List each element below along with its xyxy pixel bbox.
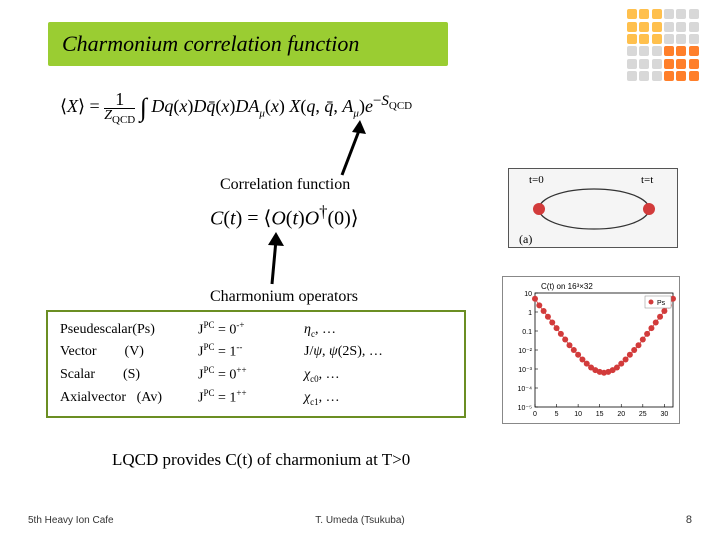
diagram-label-left: t=0 bbox=[529, 174, 544, 186]
correlation-label: Correlation function bbox=[220, 176, 350, 194]
svg-text:30: 30 bbox=[660, 411, 668, 418]
diagram-label-right: t=t bbox=[641, 174, 653, 186]
operators-label: Charmonium operators bbox=[210, 288, 358, 306]
svg-text:15: 15 bbox=[596, 411, 604, 418]
corner-dot-grid bbox=[626, 8, 700, 82]
op-state: ηc, … bbox=[304, 319, 454, 342]
op-state: χc1, … bbox=[304, 387, 454, 410]
svg-text:10⁻⁵: 10⁻⁵ bbox=[518, 405, 532, 412]
correlation-formula: C(t) = ⟨O(t)O†(0)⟩ bbox=[210, 202, 359, 231]
diagram-vertex-right bbox=[643, 203, 655, 215]
svg-text:1: 1 bbox=[528, 310, 532, 317]
svg-text:0.1: 0.1 bbox=[522, 329, 532, 336]
svg-text:Ps: Ps bbox=[657, 300, 666, 307]
svg-text:20: 20 bbox=[617, 411, 625, 418]
op-jpc: JPC = 1-- bbox=[198, 341, 304, 363]
svg-text:25: 25 bbox=[639, 411, 647, 418]
footer-right: 8 bbox=[686, 514, 692, 526]
footer-center: T. Umeda (Tsukuba) bbox=[315, 515, 404, 526]
op-name: Vector (V) bbox=[60, 341, 198, 363]
op-jpc: JPC = 0-+ bbox=[198, 319, 304, 342]
op-state: J/ψ, ψ(2S), … bbox=[304, 341, 454, 363]
svg-text:10⁻²: 10⁻² bbox=[518, 348, 532, 355]
correlation-chart: 10 1 0.1 10⁻² 10⁻³ 10⁻⁴ 10⁻⁵0 5 10 15 20 25 30 C(t) o… bbox=[502, 276, 680, 424]
svg-text:0: 0 bbox=[533, 411, 537, 418]
svg-text:C(t) on 16³×32: C(t) on 16³×32 bbox=[541, 282, 593, 291]
arrow-up-2 bbox=[258, 232, 290, 288]
diagram-caption: (a) bbox=[519, 232, 532, 246]
op-name: Pseudescalar(Ps) bbox=[60, 319, 198, 342]
loop-diagram: t=0 t=t (a) bbox=[508, 168, 678, 248]
op-name: Scalar (S) bbox=[60, 364, 198, 387]
arrow-up-1 bbox=[330, 120, 370, 180]
svg-text:10⁻³: 10⁻³ bbox=[518, 367, 532, 374]
title-banner: Charmonium correlation function bbox=[48, 22, 448, 66]
diagram-vertex-left bbox=[533, 203, 545, 215]
op-jpc: JPC = 1++ bbox=[198, 387, 304, 410]
op-state: χc0, … bbox=[304, 364, 454, 387]
operators-box: Pseudescalar(Ps)JPC = 0-+ηc, … Vector (V)… bbox=[46, 310, 466, 418]
svg-text:10: 10 bbox=[524, 291, 532, 298]
op-jpc: JPC = 0++ bbox=[198, 364, 304, 387]
svg-text:10: 10 bbox=[574, 411, 582, 418]
op-name: Axialvector (Av) bbox=[60, 387, 198, 410]
svg-text:5: 5 bbox=[555, 411, 559, 418]
svg-text:10⁻⁴: 10⁻⁴ bbox=[518, 386, 533, 393]
title-text: Charmonium correlation function bbox=[62, 31, 359, 57]
footer-left: 5th Heavy Ion Cafe bbox=[28, 515, 114, 526]
bottom-statement: LQCD provides C(t) of charmonium at T>0 bbox=[112, 450, 410, 470]
